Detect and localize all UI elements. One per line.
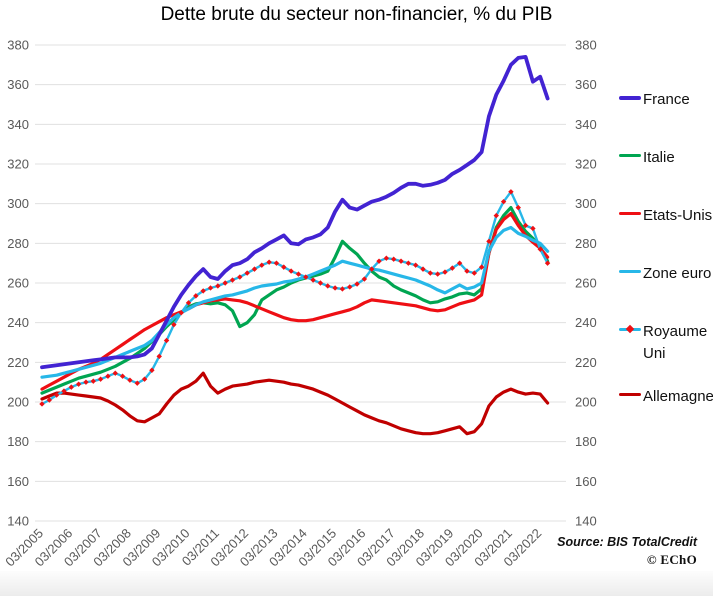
legend-label-zone-euro: Zone euro xyxy=(643,265,712,282)
y-tick-label-left: 280 xyxy=(7,236,29,251)
series-markers-royaume-uni xyxy=(39,189,551,407)
legend-swatch-italie xyxy=(619,154,641,158)
y-tick-label-left: 320 xyxy=(7,156,29,171)
y-tick-label-left: 260 xyxy=(7,275,29,290)
copyright-label: © EChO xyxy=(646,552,697,567)
y-tick-label-left: 300 xyxy=(7,196,29,211)
legend-label-etats-unis: Etats-Unis xyxy=(643,207,713,224)
y-tick-label-left: 200 xyxy=(7,394,29,409)
legend-label-france: France xyxy=(643,91,690,108)
series-line-etats-unis xyxy=(40,212,550,391)
y-tick-label-left: 360 xyxy=(7,77,29,92)
y-tick-label-right: 200 xyxy=(575,394,597,409)
y-tick-label-right: 360 xyxy=(575,77,597,92)
legend-item-royaume-uni: Royaume Uni xyxy=(619,321,707,365)
legend-item-allemagne: Allemagne xyxy=(619,386,713,408)
legend-label-allemagne: Allemagne xyxy=(643,388,713,405)
y-tick-label-right: 280 xyxy=(575,236,597,251)
y-tick-label-right: 300 xyxy=(575,196,597,211)
series-line-france xyxy=(40,55,550,370)
y-tick-label-right: 260 xyxy=(575,275,597,290)
y-tick-label-right: 180 xyxy=(575,434,597,449)
legend-swatch-france xyxy=(619,96,641,101)
legend-item-zone-euro: Zone euro xyxy=(619,263,711,285)
y-tick-label-right: 160 xyxy=(575,474,597,489)
y-tick-label-right: 240 xyxy=(575,315,597,330)
y-tick-label-right: 380 xyxy=(575,38,597,53)
legend-label-royaume-uni: Royaume Uni xyxy=(643,323,708,362)
y-tick-label-left: 220 xyxy=(7,355,29,370)
legend-swatch-allemagne xyxy=(619,393,641,397)
chart-title: Dette brute du secteur non-financier, % … xyxy=(160,4,553,25)
y-tick-label-left: 380 xyxy=(7,38,29,53)
y-tick-label-left: 180 xyxy=(7,434,29,449)
y-tick-label-left: 340 xyxy=(7,117,29,132)
legend-swatch-royaume-uni xyxy=(619,325,641,334)
legend: France Italie Etats-Unis Zone euro Royaume U… xyxy=(619,0,713,596)
bottom-strip xyxy=(0,571,713,596)
legend-item-etats-unis: Etats-Unis xyxy=(619,205,712,227)
legend-swatch-zone-euro xyxy=(619,270,641,274)
legend-item-italie: Italie xyxy=(619,147,675,169)
legend-swatch-etats-unis xyxy=(619,212,641,216)
y-tick-label-left: 160 xyxy=(7,474,29,489)
y-tick-label-right: 140 xyxy=(575,513,597,528)
y-tick-label-right: 340 xyxy=(575,117,597,132)
y-tick-label-left: 140 xyxy=(7,513,29,528)
y-tick-label-left: 240 xyxy=(7,315,29,330)
source-credit: Source: BIS TotalCredit xyxy=(557,535,697,549)
series-line-allemagne xyxy=(40,371,550,436)
series-line-royaume-uni xyxy=(40,190,549,406)
legend-label-italie: Italie xyxy=(643,149,675,166)
legend-item-france: France xyxy=(619,89,690,111)
series-line-zone-euro xyxy=(40,225,550,379)
y-tick-label-right: 220 xyxy=(575,355,597,370)
legend-marker-royaume-uni xyxy=(625,325,635,334)
y-tick-label-right: 320 xyxy=(575,156,597,171)
